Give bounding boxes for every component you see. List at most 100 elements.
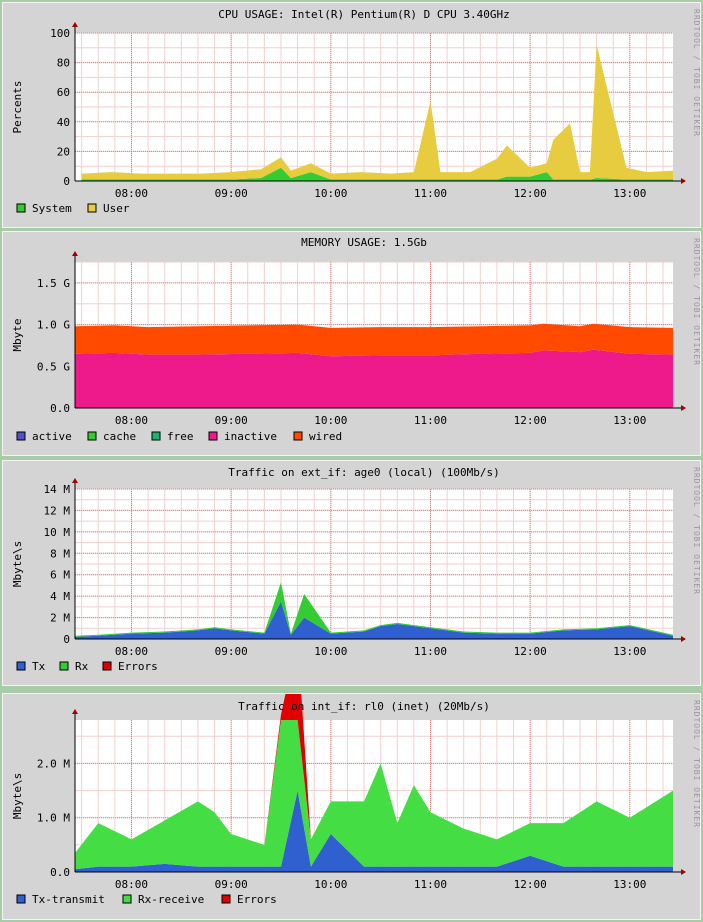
x-tick-label: 12:00 [514,878,547,891]
y-tick-label: 60 [57,86,70,99]
y-axis-arrow [72,709,78,714]
legend-swatch-wired [293,431,303,441]
y-tick-label: 12 M [44,504,71,517]
x-tick-label: 11:00 [414,414,447,427]
y-tick-label: 0.0 [50,402,70,415]
y-tick-label: 100 [50,27,70,40]
legend-label-free: free [167,430,194,443]
x-tick-label: 13:00 [613,645,646,658]
legend-swatch-rx-receive [122,894,132,904]
y-tick-label: 40 [57,116,70,129]
x-axis-arrow [681,405,686,411]
y-tick-label: 20 [57,145,70,158]
legend-label-wired: wired [309,430,342,443]
rrdtool-watermark: RRDTOOL / TOBI OETIKER [692,700,700,828]
y-tick-label: 1.0 G [37,319,70,332]
y-tick-label: 8 M [50,547,70,560]
chart-title: Traffic on ext_if: age0 (local) (100Mb/s… [228,466,500,479]
x-tick-label: 11:00 [414,645,447,658]
chart-title: MEMORY USAGE: 1.5Gb [301,236,427,249]
y-tick-label: 10 M [44,526,71,539]
x-tick-label: 09:00 [215,878,248,891]
x-axis-arrow [681,178,686,184]
y-tick-label: 80 [57,57,70,70]
x-tick-label: 09:00 [215,645,248,658]
x-tick-label: 12:00 [514,414,547,427]
x-tick-label: 12:00 [514,645,547,658]
series-area-inactive [75,349,673,408]
legend-label-active: active [32,430,72,443]
y-tick-label: 1.5 G [37,277,70,290]
chart-title: Traffic on int_if: rl0 (inet) (20Mb/s) [238,700,490,713]
rrdtool-watermark: RRDTOOL / TOBI OETIKER [692,238,700,366]
legend-label-errors: Errors [237,893,277,906]
x-tick-label: 13:00 [613,187,646,200]
x-axis-arrow [681,869,686,875]
x-tick-label: 12:00 [514,187,547,200]
ext-if-traffic-chart: 08:00 09:00 10:00 11:00 12:00 13:00 0 2 M 4 M 6 M… [11,466,700,673]
legend-label-inactive: inactive [224,430,277,443]
memory-usage-chart: 08:00 09:00 10:00 11:00 12:00 13:00 0.0 0.5 G 1.… [11,236,700,443]
x-tick-label: 11:00 [414,878,447,891]
rrdtool-watermark: RRDTOOL / TOBI OETIKER [692,9,700,137]
y-axis-arrow [72,22,78,27]
legend-label-cache: cache [103,430,136,443]
legend-swatch-cache [87,431,97,441]
x-tick-label: 09:00 [215,187,248,200]
x-tick-label: 09:00 [215,414,248,427]
int-if-traffic-chart: 08:00 09:00 10:00 11:00 12:00 13:00 0.0 1.0 M 2.… [11,694,700,906]
y-tick-label: 2 M [50,612,70,625]
x-axis-arrow [681,636,686,642]
y-axis-arrow [72,478,78,483]
ext-if-traffic-panel: 08:00 09:00 10:00 11:00 12:00 13:00 0 2 M 4 M 6 M… [2,460,701,686]
x-tick-label: 10:00 [314,187,347,200]
legend-label-system: System [32,202,72,215]
x-tick-label: 08:00 [115,187,148,200]
cpu-usage-panel: 08:00 09:00 10:00 11:00 12:00 13:00 0 20 40 60 80 1… [2,2,701,228]
y-tick-label: 4 M [50,590,70,603]
legend-swatch-tx-transmit [16,894,26,904]
legend-label-errors: Errors [118,660,158,673]
legend-swatch-errors [102,661,112,671]
x-tick-label: 08:00 [115,878,148,891]
x-tick-label: 10:00 [314,878,347,891]
x-tick-label: 13:00 [613,414,646,427]
legend-swatch-errors [221,894,231,904]
y-tick-label: 0.0 [50,866,70,879]
rrdtool-watermark: RRDTOOL / TOBI OETIKER [692,467,700,595]
x-tick-label: 13:00 [613,878,646,891]
legend-label-rx: Rx [75,660,89,673]
y-tick-label: 14 M [44,483,71,496]
series-area-wired [75,323,673,357]
y-axis-label: Mbyte [11,318,24,351]
y-axis-label: Mbyte\s [11,773,24,819]
y-axis-label: Percents [11,81,24,134]
y-axis-arrow [72,251,78,256]
chart-title: CPU USAGE: Intel(R) Pentium(R) D CPU 3.4… [218,8,509,21]
y-axis-label: Mbyte\s [11,541,24,587]
legend-swatch-user [87,203,97,213]
legend-swatch-active [16,431,26,441]
y-tick-label: 0 [63,633,70,646]
legend-label-user: User [103,202,130,215]
x-tick-label: 11:00 [414,187,447,200]
x-tick-label: 10:00 [314,414,347,427]
legend-label-rx-receive: Rx-receive [138,893,204,906]
legend-label-tx-transmit: Tx-transmit [32,893,105,906]
y-tick-label: 2.0 M [37,757,70,770]
series-area-tx [75,601,673,639]
x-tick-label: 10:00 [314,645,347,658]
series-area-system [81,167,674,181]
y-tick-label: 1.0 M [37,812,70,825]
legend-swatch-rx [59,661,69,671]
y-tick-label: 0 [63,175,70,188]
legend-swatch-tx [16,661,26,671]
x-tick-label: 08:00 [115,645,148,658]
int-if-traffic-panel: 08:00 09:00 10:00 11:00 12:00 13:00 0.0 1.0 M 2.… [2,693,701,920]
x-tick-label: 08:00 [115,414,148,427]
legend-label-tx: Tx [32,660,46,673]
legend-swatch-inactive [208,431,218,441]
legend-swatch-system [16,203,26,213]
legend-swatch-free [151,431,161,441]
series-area-rx-receive [75,720,673,870]
